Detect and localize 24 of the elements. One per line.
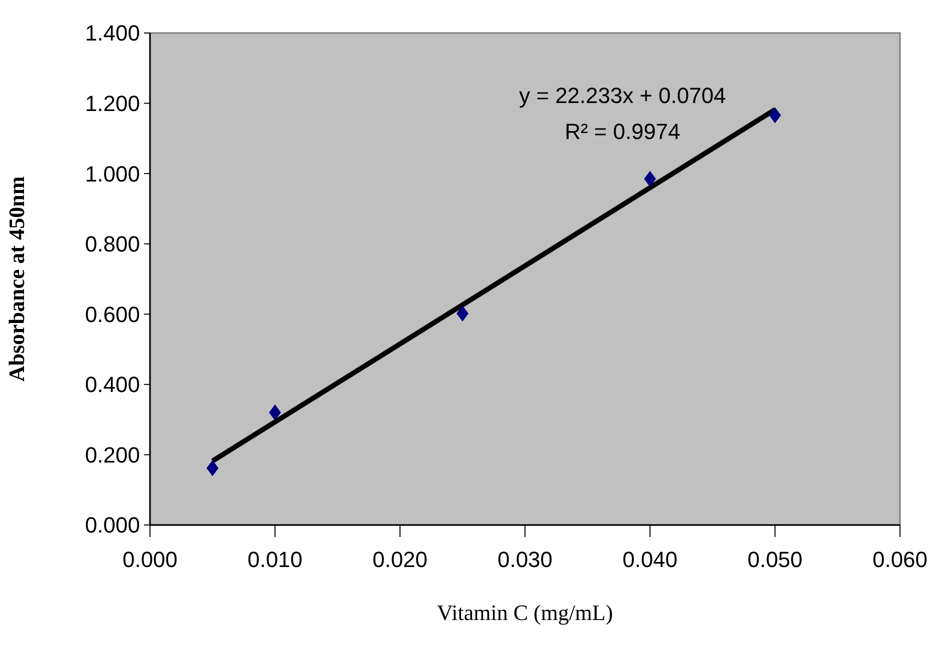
annotation: y = 22.233x + 0.0704 [519,83,726,108]
x-tick-label: 0.050 [747,547,803,572]
y-axis-title: Absorbance at 450nm [4,176,29,382]
point [456,305,468,322]
x-tick-label: 0.040 [622,547,678,572]
y-tick-label: 0.200 [84,442,140,468]
x-tick-label: 0.060 [872,547,928,572]
y-tick-label: 0.600 [84,302,140,327]
annotation: R² = 0.9974 [564,119,680,144]
point [769,107,781,124]
y-tick-label: 0.800 [84,232,140,257]
x-tick-label: 0.000 [122,547,178,572]
point [206,460,218,476]
x-tick-label: 0.030 [497,547,553,572]
y-tick-label: 1.200 [84,90,140,116]
y-tick-label: 1.000 [84,161,140,186]
x-tick-label: 0.020 [372,547,428,572]
y-tick-label: 0.000 [84,512,140,538]
point [269,404,281,421]
x-axis-title: Vitamin C (mg/mL) [437,600,613,625]
point [644,170,656,187]
y-tick-label: 0.400 [84,372,140,398]
y-tick-label: 1.400 [84,20,140,46]
x-tick-label: 0.010 [247,547,303,572]
